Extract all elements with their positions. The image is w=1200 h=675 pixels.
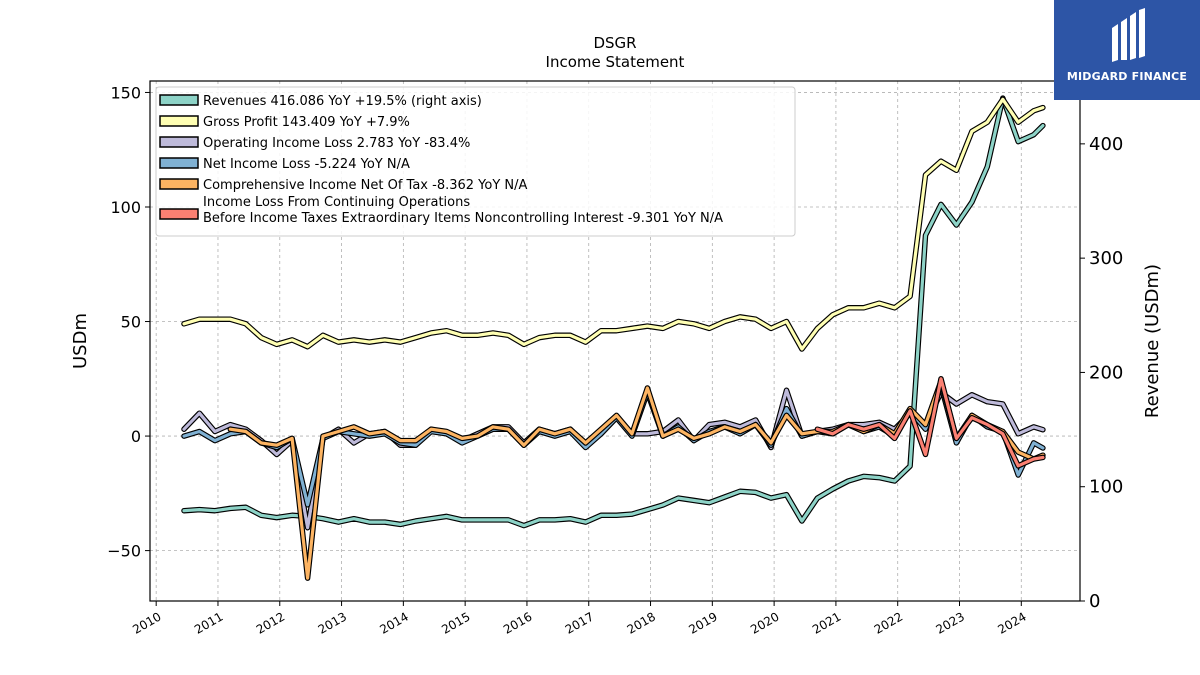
- chart-subtitle: Income Statement: [546, 53, 685, 71]
- y-tick-label: 150: [110, 83, 141, 102]
- legend-label: Income Loss From Continuing Operations Be…: [203, 195, 723, 226]
- y-axis-label: USDm: [70, 313, 91, 369]
- x-tick-label: 2016: [501, 609, 534, 636]
- legend-swatch: [159, 115, 199, 127]
- y-axis-right-label: Revenue (USDm): [1142, 264, 1163, 418]
- x-tick-label: 2011: [192, 609, 225, 636]
- x-tick-label: 2014: [377, 609, 410, 636]
- legend-swatch: [159, 157, 199, 169]
- x-tick-label: 2015: [439, 609, 472, 636]
- x-tick-label: 2010: [130, 609, 163, 636]
- chart-title: DSGR: [593, 34, 636, 52]
- x-tick-label: 2023: [934, 609, 967, 636]
- y-right-tick-label: 0: [1089, 591, 1100, 612]
- legend-box: [155, 86, 796, 237]
- x-tick-label: 2012: [254, 609, 287, 636]
- series-line-outline: [227, 378, 1046, 581]
- logo-mark-icon: [1112, 8, 1145, 62]
- x-tick-label: 2020: [748, 609, 781, 636]
- legend-label: Net Income Loss -5.224 YoY N/A: [203, 157, 410, 172]
- series-line: [228, 379, 1045, 580]
- legend: Revenues 416.086 YoY +19.5% (right axis)…: [155, 86, 796, 237]
- legend-label: Operating Income Loss 2.783 YoY -83.4%: [203, 136, 470, 151]
- y-right-tick-label: 400: [1089, 134, 1123, 155]
- series-line: [815, 377, 1045, 468]
- logo-text: MIDGARD FINANCE: [1066, 70, 1188, 83]
- y-tick-label: −50: [107, 542, 141, 561]
- y-right-tick-label: 300: [1089, 248, 1123, 269]
- x-tick-label: 2019: [686, 609, 719, 636]
- x-tick-label: 2022: [872, 609, 905, 636]
- plot-frame: [149, 80, 1081, 602]
- y-right-tick-label: 200: [1089, 362, 1123, 383]
- y-tick-label: 100: [110, 198, 141, 217]
- x-tick-label: 2013: [316, 609, 349, 636]
- legend-label: Comprehensive Income Net Of Tax -8.362 Y…: [203, 178, 528, 193]
- y-tick-label: 50: [121, 313, 141, 332]
- series-line: [182, 96, 1045, 528]
- legend-label: Gross Profit 143.409 YoY +7.9%: [203, 115, 410, 130]
- x-tick-label: 2017: [563, 609, 596, 636]
- y-tick-label: 0: [131, 427, 141, 446]
- legend-swatch: [159, 208, 199, 220]
- series-layer: [181, 95, 1046, 581]
- x-tick-label: 2024: [995, 609, 1028, 636]
- legend-swatch: [159, 178, 199, 190]
- series-line: [182, 97, 1045, 351]
- legend-label: Revenues 416.086 YoY +19.5% (right axis): [203, 94, 482, 109]
- legend-swatch: [159, 94, 199, 106]
- legend-swatch: [159, 136, 199, 148]
- y-right-tick-label: 100: [1089, 477, 1123, 498]
- x-tick-label: 2021: [810, 609, 843, 636]
- x-tick-label: 2018: [625, 609, 658, 636]
- company-logo: MIDGARD FINANCE: [1054, 0, 1200, 100]
